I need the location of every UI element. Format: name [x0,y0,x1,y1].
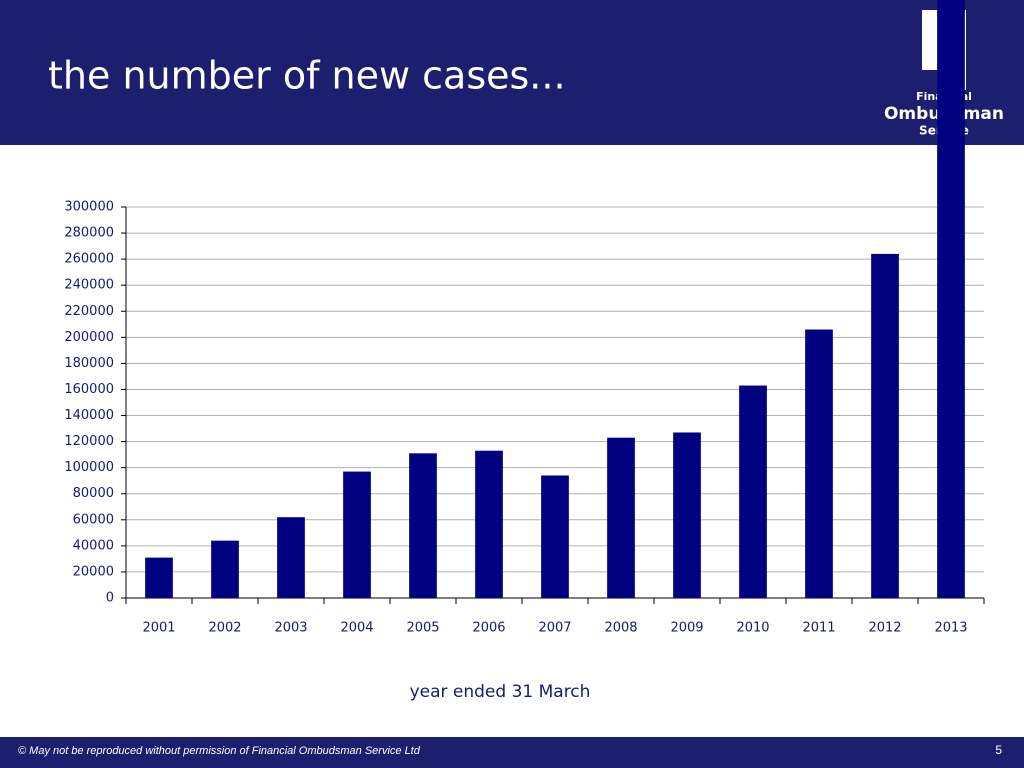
chart-title: the number of new cases... [48,54,566,98]
header-band [0,0,1024,145]
x-tick-label: 2001 [142,621,175,636]
x-tick-label: 2008 [604,621,637,636]
footer-copyright: © May not be reproduced without permissi… [18,745,421,757]
bar [475,450,503,598]
bar [607,437,635,598]
page-number: 5 [995,743,1002,757]
x-tick-label: 2013 [934,621,967,636]
x-tick-label: 2011 [802,621,835,636]
y-tick-label: 20000 [73,564,114,579]
x-tick-label: 2004 [340,621,373,636]
x-tick-label: 2012 [868,621,901,636]
y-tick-label: 140000 [64,408,114,423]
x-tick-label: 2002 [208,621,241,636]
bar [277,517,305,598]
y-tick-label: 200000 [64,330,114,345]
bar [145,557,173,598]
x-tick-label: 2005 [406,621,439,636]
y-tick-label: 300000 [64,200,114,215]
y-tick-label: 0 [106,591,114,606]
bar [739,385,767,598]
bar [805,329,833,598]
y-tick-label: 220000 [64,304,114,319]
logo-mark [922,10,938,70]
x-tick-label: 2010 [736,621,769,636]
x-tick-label: 2006 [472,621,505,636]
y-tick-label: 180000 [64,356,114,371]
y-tick-label: 100000 [64,460,114,475]
footer-band [0,737,1024,768]
y-tick-label: 160000 [64,382,114,397]
x-tick-label: 2009 [670,621,703,636]
y-tick-label: 260000 [64,252,114,267]
x-tick-label: 2003 [274,621,307,636]
bar [937,0,965,598]
bar [211,540,239,598]
y-tick-label: 60000 [73,512,114,527]
bar [673,432,701,598]
bar [343,471,371,598]
x-tick-label: 2007 [538,621,571,636]
bar [409,453,437,598]
bar [541,475,569,598]
y-tick-label: 80000 [73,486,114,501]
y-tick-label: 240000 [64,278,114,293]
bar [871,253,899,599]
x-axis-label: year ended 31 March [410,682,591,702]
y-tick-label: 40000 [73,538,114,553]
y-tick-label: 280000 [64,226,114,241]
y-tick-label: 120000 [64,434,114,449]
